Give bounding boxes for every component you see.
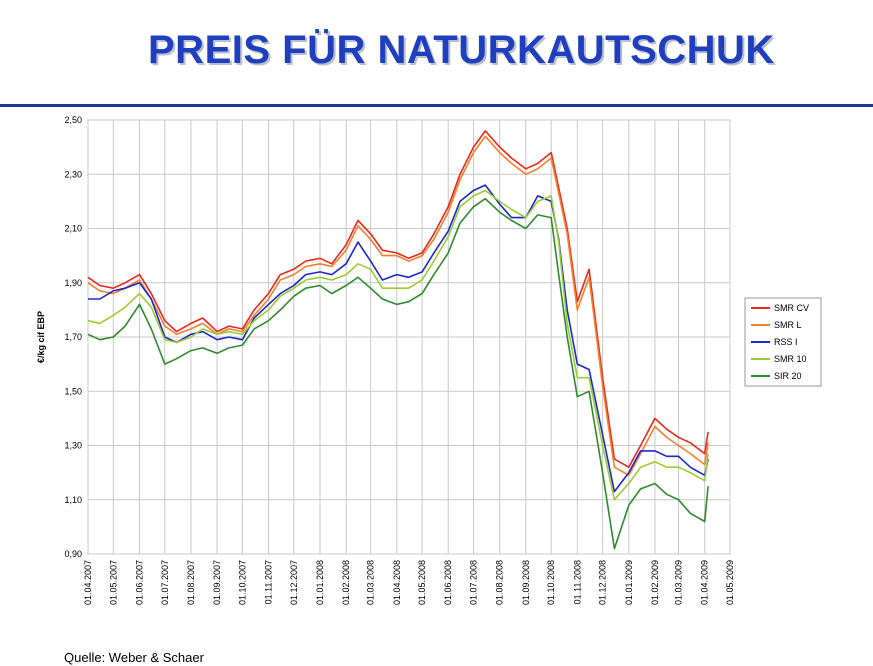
x-tick-label: 01.10.2008: [546, 560, 556, 605]
x-tick-label: 01.08.2008: [495, 560, 505, 605]
x-tick-label: 01.01.2009: [624, 560, 634, 605]
legend: SMR CV SMR L RSS I SMR 10 SIR 20: [744, 297, 822, 387]
x-tick-label: 01.05.2009: [725, 560, 735, 605]
series-line-4: [87, 197, 709, 550]
grid-lines: [87, 119, 731, 555]
x-tick-label: 01.09.2008: [521, 560, 531, 605]
x-tick-label: 01.03.2009: [674, 560, 684, 605]
x-tick-label: 01.04.2009: [700, 560, 710, 605]
x-tick-label: 01.04.2008: [392, 560, 402, 605]
x-tick-label: 01.02.2008: [341, 560, 351, 605]
legend-label: SMR L: [774, 320, 802, 330]
x-tick-label: 01.02.2009: [650, 560, 660, 605]
legend-label: RSS I: [774, 337, 798, 347]
x-tick-label: 01.09.2007: [212, 560, 222, 605]
x-tick-label: 01.08.2007: [186, 560, 196, 605]
x-tick-label: 01.01.2008: [315, 560, 325, 605]
y-tick-label: 1,70: [64, 332, 82, 342]
legend-label: SMR CV: [774, 303, 809, 313]
x-tick-label: 01.04.2007: [83, 560, 93, 605]
x-tick-label: 01.07.2008: [469, 560, 479, 605]
x-tick-label: 01.10.2007: [237, 560, 247, 605]
legend-label: SIR 20: [774, 371, 802, 381]
source-note: Quelle: Weber & Schaer: [64, 650, 204, 665]
x-tick-label: 01.06.2008: [443, 560, 453, 605]
y-axis-ticks: 0,90 1,10 1,30 1,50 1,70 1,90 2,10 2,30 2,50: [64, 115, 82, 559]
series-line-1: [87, 135, 709, 477]
x-axis-ticks: 01.04.2007 01.05.2007 01.06.2007 01.07.2007…: [83, 560, 735, 605]
title-rule: [0, 104, 873, 107]
series-line-0: [87, 130, 709, 469]
y-axis-label: €/kg cif EBP: [36, 311, 46, 363]
y-tick-label: 1,50: [64, 386, 82, 396]
series-line-3: [87, 189, 709, 501]
x-tick-label: 01.12.2008: [598, 560, 608, 605]
y-tick-label: 0,90: [64, 549, 82, 559]
slide-title: PREIS FÜR NATURKAUTSCHUK: [148, 28, 775, 72]
y-tick-label: 1,90: [64, 278, 82, 288]
x-tick-label: 01.11.2008: [572, 560, 582, 604]
x-tick-label: 01.05.2007: [108, 560, 118, 605]
x-tick-label: 01.11.2007: [264, 560, 274, 604]
y-tick-label: 1,30: [64, 441, 82, 451]
y-tick-label: 2,30: [64, 169, 82, 179]
y-tick-label: 1,10: [64, 495, 82, 505]
series-lines: [87, 130, 709, 550]
price-line-chart: 0,90 1,10 1,30 1,50 1,70 1,90 2,10 2,30 2,50 01.…: [36, 115, 822, 605]
y-tick-label: 2,10: [64, 224, 82, 234]
x-tick-label: 01.05.2008: [417, 560, 427, 605]
legend-label: SMR 10: [774, 354, 807, 364]
x-tick-label: 01.12.2007: [289, 560, 299, 605]
x-tick-label: 01.07.2007: [160, 560, 170, 605]
y-tick-label: 2,50: [64, 115, 82, 125]
x-tick-label: 01.06.2007: [134, 560, 144, 605]
x-tick-label: 01.03.2008: [366, 560, 376, 605]
